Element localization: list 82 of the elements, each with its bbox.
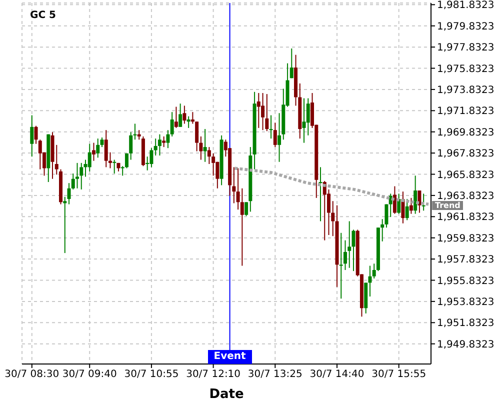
y-tick-label: 1,973.8323 — [437, 85, 494, 96]
candlestick — [256, 92, 260, 128]
candlestick — [129, 132, 133, 160]
x-tick-label: 30/7 14:40 — [310, 369, 364, 380]
y-tick-label: 1,981.8323 — [437, 0, 494, 12]
candlestick — [368, 265, 372, 297]
candlestick — [30, 114, 34, 158]
candlestick — [166, 130, 170, 149]
candlestick — [339, 232, 343, 300]
y-tick-label: 1,979.8323 — [437, 21, 494, 32]
candlestick — [212, 152, 216, 176]
candlestick — [290, 48, 294, 79]
x-tick-label: 30/7 15:55 — [372, 369, 426, 380]
y-tick-label: 1,957.8323 — [437, 254, 494, 266]
candlestick — [80, 162, 84, 190]
candlestick — [265, 94, 269, 132]
candlestick — [195, 121, 199, 152]
candlestick — [190, 112, 194, 124]
x-tick-label: 30/7 12:10 — [186, 369, 241, 380]
candlestick — [137, 130, 141, 140]
candlestick — [182, 105, 186, 124]
y-tick-label: 1,955.8323 — [437, 276, 494, 287]
candlestick — [178, 103, 182, 128]
y-tick-label: 1,971.8323 — [437, 106, 494, 118]
candlestick — [273, 122, 277, 148]
x-tick-label: 30/7 13:25 — [248, 369, 302, 380]
candlestick — [158, 134, 162, 156]
candlestick — [75, 162, 79, 189]
y-tick-label: 1,961.8323 — [437, 212, 494, 224]
y-tick-label: 1,963.8323 — [437, 191, 494, 202]
ref-line-label: Event — [208, 350, 252, 364]
y-tick-label: 1,953.8323 — [437, 296, 494, 308]
y-tick-label: 1,975.8323 — [437, 64, 494, 75]
candlestick — [203, 128, 207, 162]
candlestick — [269, 114, 273, 140]
candlestick — [240, 188, 244, 266]
candlestick — [397, 193, 401, 214]
candlestick — [174, 106, 178, 128]
candlestick — [414, 175, 418, 214]
y-tick-label: 1,965.8323 — [437, 170, 494, 181]
candlestick — [124, 152, 128, 169]
candlestick — [261, 92, 265, 131]
candlestick — [38, 139, 42, 170]
candlestick — [162, 136, 166, 148]
x-axis-title: Date — [209, 387, 244, 400]
y-tick-label: 1,967.8323 — [437, 148, 494, 160]
candlestick — [154, 138, 158, 156]
y-tick-label: 1,969.8323 — [437, 127, 494, 138]
candlestick — [306, 98, 310, 136]
candlestick — [150, 148, 154, 168]
candlestick — [120, 166, 124, 176]
y-tick-label: 1,959.8323 — [437, 233, 494, 244]
candlestick — [92, 142, 96, 162]
y-tick-label: 1,951.8323 — [437, 318, 494, 330]
x-tick-label: 30/7 08:30 — [4, 369, 60, 380]
candlestick — [34, 125, 38, 144]
text: GC 5 — [30, 10, 56, 22]
candlestick — [348, 220, 352, 268]
candlestick — [409, 197, 413, 214]
candlestick — [422, 193, 426, 212]
candlestick — [96, 138, 100, 158]
y-tick-label: 1,977.8323 — [437, 42, 494, 54]
y-tick-label: 1,949.8323 — [437, 339, 494, 350]
series-label: Trend — [432, 201, 464, 210]
candlestick — [244, 202, 248, 216]
candlestick — [343, 240, 347, 270]
candlestick — [372, 263, 376, 279]
candlestick — [392, 186, 396, 214]
candlestick — [104, 130, 108, 168]
candlestick — [88, 143, 92, 172]
candlestick — [318, 166, 322, 222]
candlestick — [186, 116, 190, 128]
candlestick — [207, 146, 211, 164]
candlestick — [302, 98, 306, 144]
candlestick — [170, 112, 174, 137]
x-tick-label: 30/7 10:55 — [124, 369, 179, 380]
candlestick — [418, 190, 422, 214]
x-tick-label: 30/7 09:40 — [62, 369, 117, 380]
candlestick — [232, 166, 236, 204]
candlestick — [112, 159, 116, 174]
candlestick — [199, 136, 203, 160]
candlestick — [405, 198, 409, 221]
